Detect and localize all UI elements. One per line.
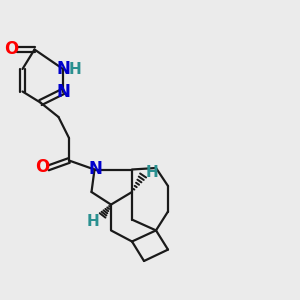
Text: H: H: [69, 61, 81, 76]
Text: N: N: [89, 160, 103, 178]
Text: O: O: [4, 40, 19, 58]
Text: N: N: [56, 60, 70, 78]
Text: H: H: [87, 214, 99, 229]
Text: O: O: [35, 158, 49, 176]
Text: H: H: [146, 165, 158, 180]
Text: N: N: [56, 82, 70, 100]
